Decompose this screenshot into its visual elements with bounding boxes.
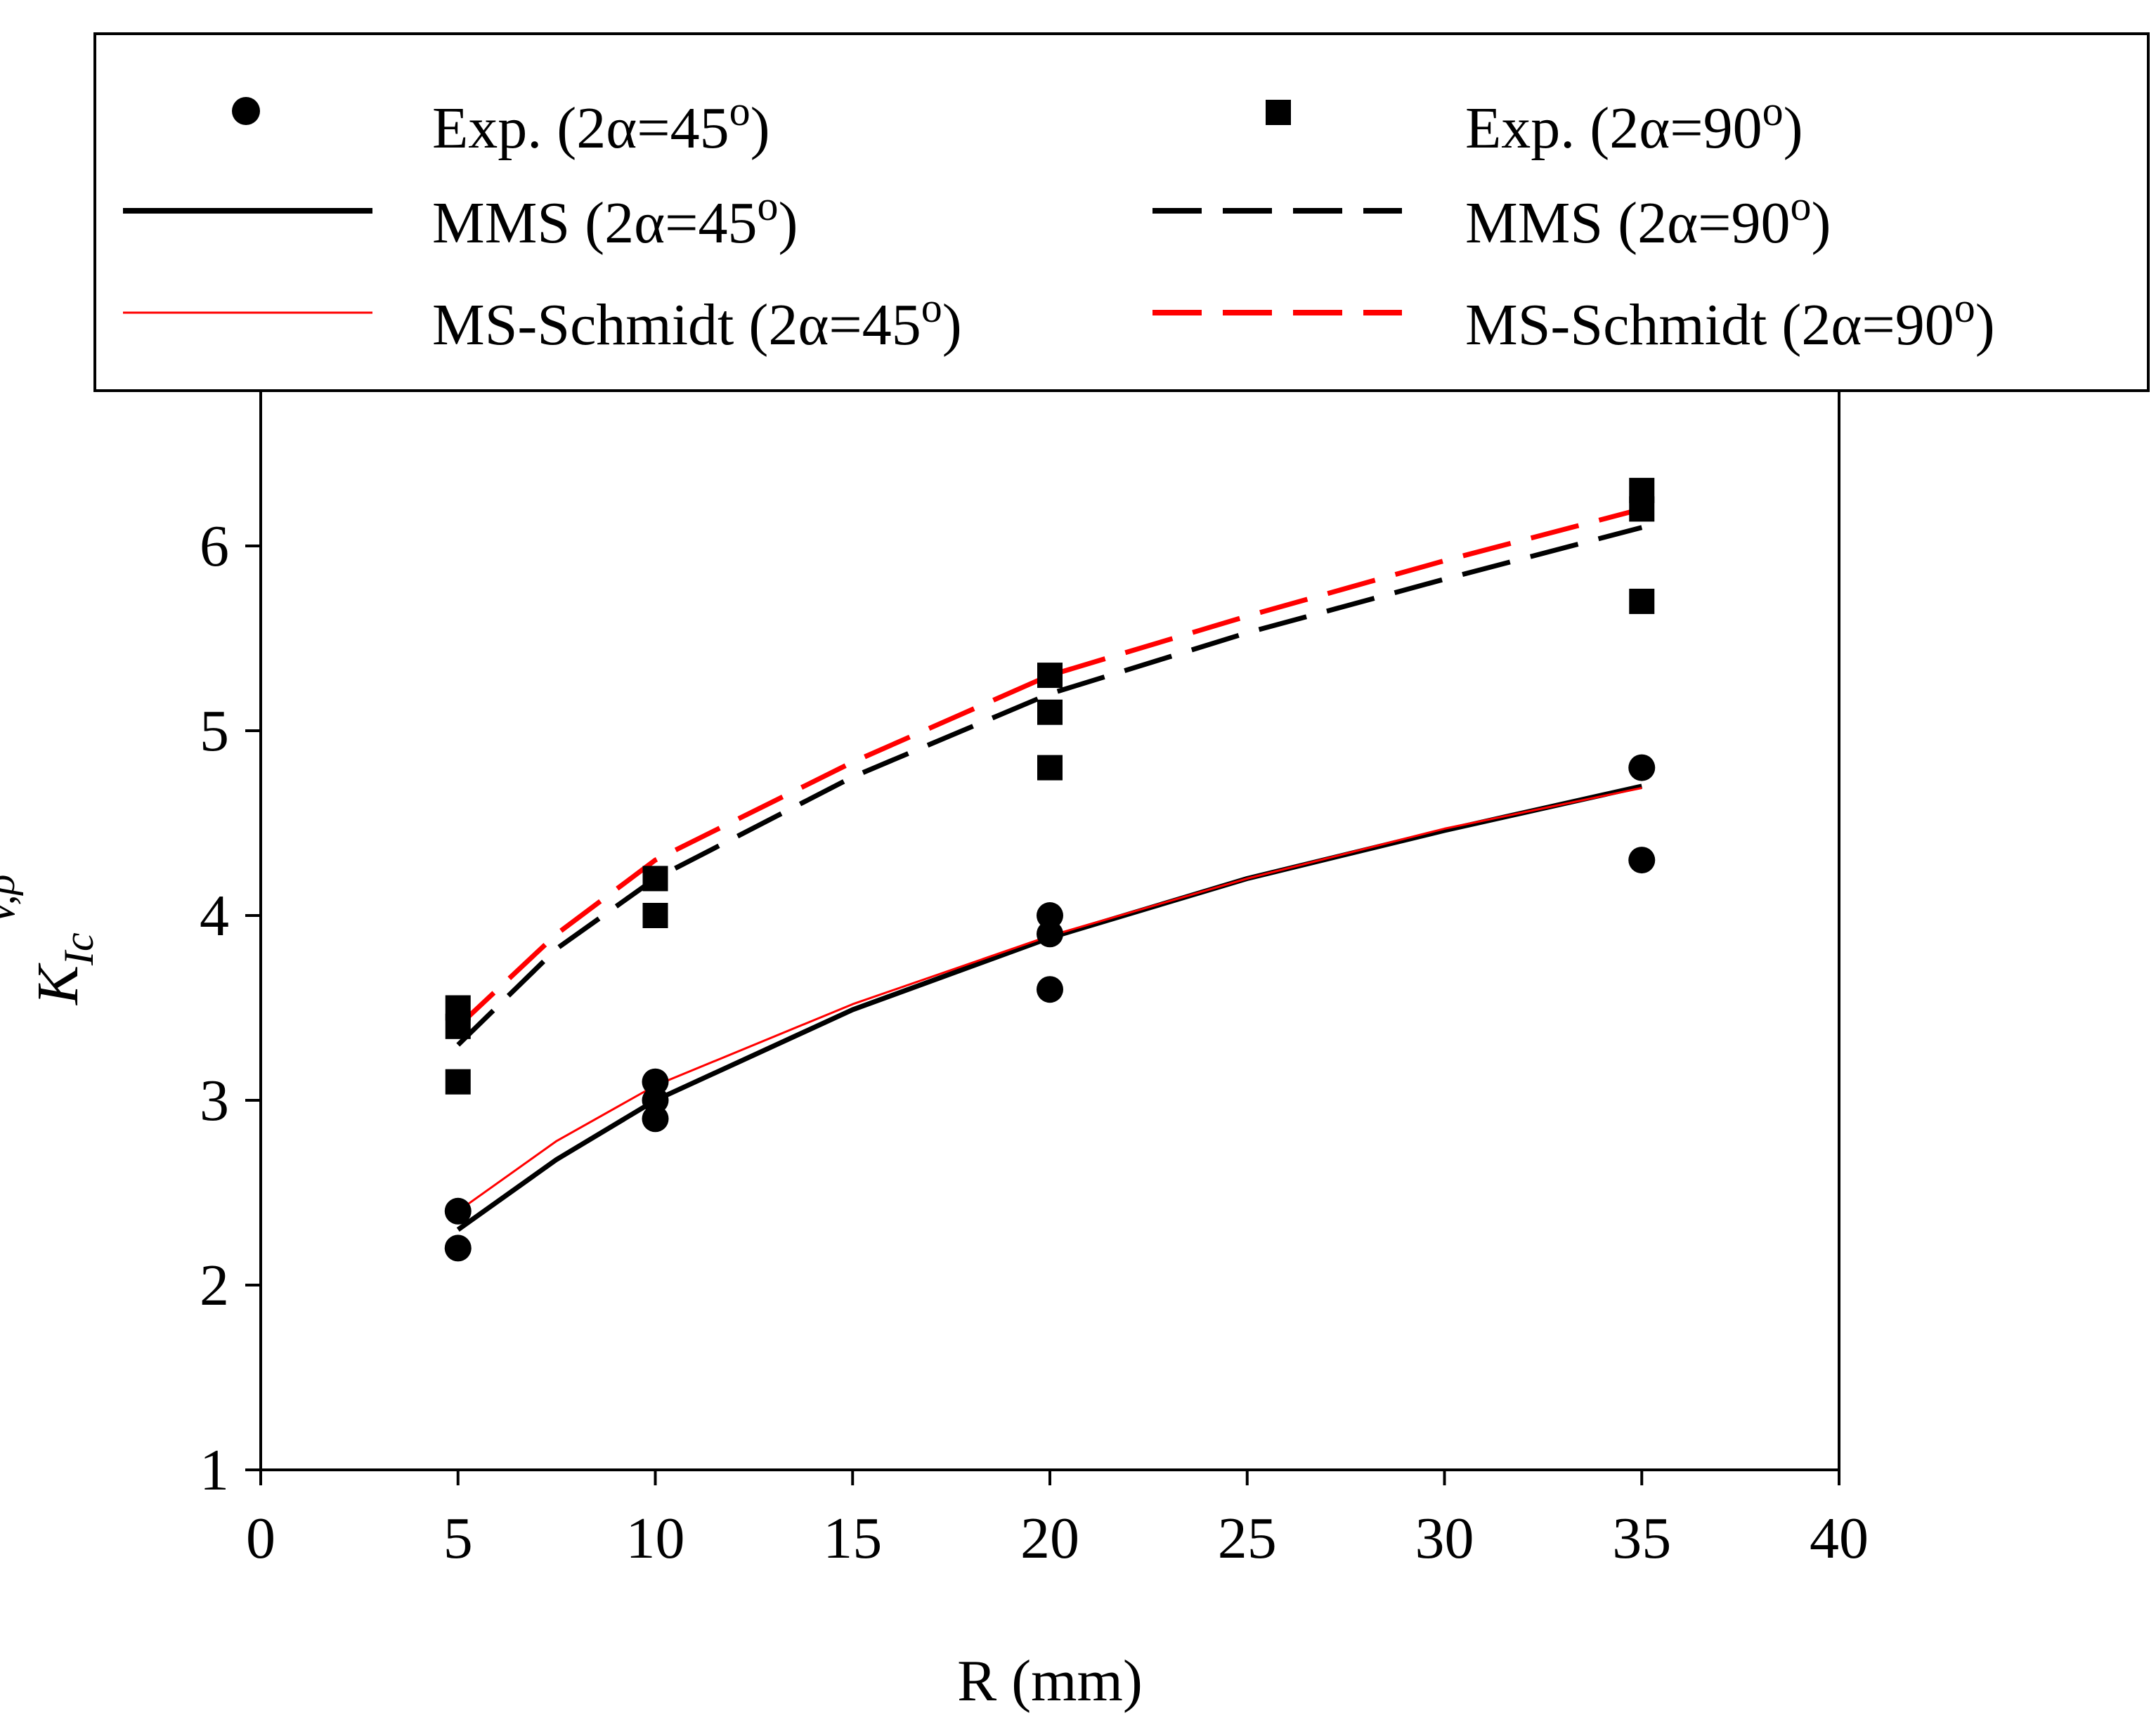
series-mms90-line — [456, 525, 1643, 1047]
series-exp45-point-8 — [1628, 754, 1656, 781]
y-tick-label-5: 5 — [200, 698, 229, 764]
series-exp45-point-4 — [642, 1105, 669, 1133]
x-tick-label-35: 35 — [1612, 1506, 1671, 1571]
x-tick-label-30: 30 — [1415, 1506, 1474, 1571]
legend-mms90-label: MMS (2α=90o) — [1465, 183, 1831, 256]
series-exp90-point-9 — [1629, 496, 1655, 522]
y-tick-label-2: 2 — [200, 1253, 229, 1318]
y-tick-label-1: 1 — [200, 1438, 229, 1503]
y-axis: 1 2 3 4 5 6 — [200, 514, 261, 1503]
series-msch90-line — [456, 507, 1643, 1029]
y-axis-title: KIc V,ρ — [0, 875, 102, 1005]
series-exp45-point-9 — [1628, 847, 1656, 874]
legend-mms45-label: MMS (2α=45o) — [432, 183, 798, 256]
series-exp45-point-0 — [444, 1197, 472, 1225]
legend-exp90-label: Exp. (2α=90o) — [1465, 88, 1803, 161]
y-axis-title-main: K — [25, 963, 91, 1005]
series-exp45-point-7 — [1037, 976, 1063, 1003]
series-exp90-point-6 — [1037, 699, 1063, 725]
x-tick-label-15: 15 — [823, 1506, 882, 1571]
series-exp90-point-5 — [1037, 663, 1063, 689]
series-exp45-point-6 — [1037, 920, 1063, 948]
series-exp90-point-1 — [445, 1013, 471, 1039]
legend: Exp. (2α=45o) Exp. (2α=90o) MMS (2α=45o)… — [93, 32, 2150, 392]
legend-exp45-label: Exp. (2α=45o) — [432, 88, 770, 161]
legend-exp90-marker — [1266, 100, 1291, 125]
x-axis-title: R (mm) — [957, 1648, 1143, 1714]
legend-box — [93, 32, 2150, 392]
x-tick-label-5: 5 — [443, 1506, 473, 1571]
legend-msch45-label: MS-Schmidt (2α=45o) — [432, 285, 962, 358]
series-exp45-point-2 — [642, 1068, 669, 1095]
x-tick-label-40: 40 — [1810, 1506, 1869, 1571]
y-axis-title-sup: V,ρ — [0, 875, 23, 926]
x-tick-label-10: 10 — [626, 1506, 685, 1571]
series-exp90-point-3 — [642, 866, 668, 892]
series-exp90-point-2 — [445, 1069, 471, 1095]
series-msch45-line — [457, 787, 1642, 1213]
legend-msch90-label: MS-Schmidt (2α=90o) — [1465, 285, 1995, 358]
x-tick-label-25: 25 — [1218, 1506, 1277, 1571]
x-axis: 0 5 10 15 20 25 30 35 40 — [246, 1470, 1869, 1571]
series-exp45-point-3 — [642, 1087, 669, 1114]
y-tick-label-6: 6 — [200, 514, 229, 579]
y-tick-label-4: 4 — [200, 883, 229, 949]
series-exp90-point-7 — [1037, 755, 1063, 781]
y-tick-label-3: 3 — [200, 1068, 229, 1133]
series-layer — [444, 478, 1656, 1262]
y-axis-title-sub: Ic — [56, 932, 102, 966]
series-exp45-point-5 — [1037, 902, 1063, 929]
legend-exp45-marker — [232, 97, 260, 125]
series-exp90-point-4 — [642, 903, 668, 928]
series-exp45-point-1 — [444, 1234, 472, 1262]
series-mms45-line — [456, 783, 1643, 1232]
series-exp90-point-10 — [1629, 588, 1655, 614]
x-tick-label-0: 0 — [246, 1506, 275, 1571]
x-tick-label-20: 20 — [1020, 1506, 1079, 1571]
